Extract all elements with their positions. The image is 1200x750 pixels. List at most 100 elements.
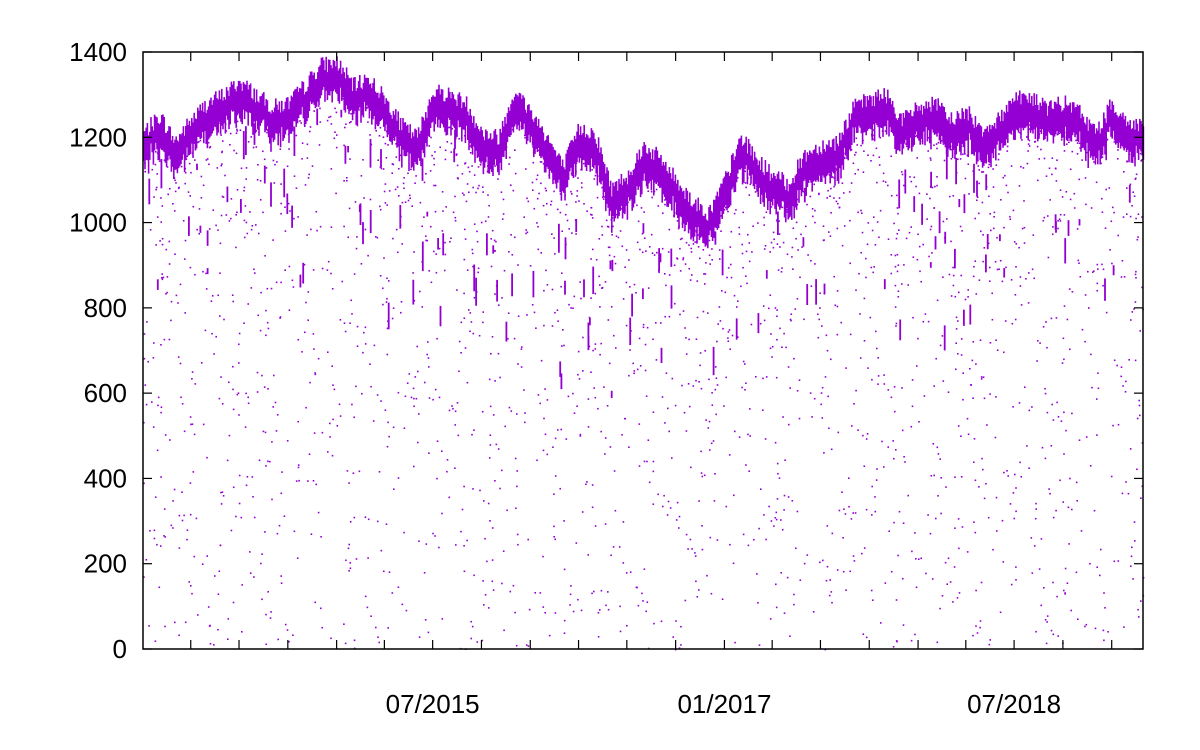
scatter-point [557,320,559,322]
scatter-point [198,141,200,143]
scatter-point [821,386,824,389]
scatter-point [1129,215,1132,218]
scatter-point [655,188,658,191]
scatter-point [966,417,969,420]
band-strip [451,92,453,125]
band-strip [377,92,379,126]
band-strip [547,135,549,169]
scatter-point [209,643,212,645]
band-strip [1121,116,1123,146]
scatter-point [890,155,892,158]
scatter-point [551,288,554,291]
scatter-point [174,621,176,624]
scatter-point [269,617,272,619]
scatter-point [1139,330,1141,332]
band-strip [917,111,919,139]
scatter-point [554,475,557,477]
scatter-point [762,409,764,411]
scatter-point [611,259,614,272]
scatter-point [469,330,471,333]
scatter-point [1108,187,1111,189]
band-strip [962,111,965,147]
scatter-point [1099,574,1101,577]
scatter-point [597,407,599,410]
band-strip [792,178,794,207]
scatter-point [765,538,767,541]
scatter-point [713,500,716,502]
scatter-point [582,162,585,165]
scatter-point [915,134,918,137]
scatter-point [1140,600,1142,602]
scatter-point [283,515,286,517]
scatter-point [161,205,164,207]
scatter-point [996,530,998,532]
band-strip [1125,126,1128,152]
scatter-point [329,436,331,438]
scatter-point [297,420,299,423]
scatter-point [993,211,996,214]
band-strip [777,171,780,207]
scatter-point [957,518,960,520]
scatter-point [535,178,538,181]
band-strip [912,116,914,147]
band-strip [243,83,246,120]
scatter-point [1096,263,1099,266]
scatter-point [304,331,306,334]
scatter-point [175,182,177,184]
scatter-point [625,324,628,327]
band-strip [321,57,324,90]
band-strip [661,165,663,203]
scatter-point [386,277,388,280]
scatter-point [916,258,919,261]
band-strip [440,89,443,124]
scatter-point [890,254,893,256]
scatter-point [236,130,238,132]
scatter-point [218,570,221,572]
scatter-point [161,277,163,279]
scatter-point [776,243,779,245]
scatter-point [934,185,936,188]
scatter-point [548,174,550,177]
scatter-point [950,148,953,151]
scatter-point [999,259,1002,262]
scatter-point [967,296,969,298]
scatter-point [228,381,230,384]
scatter-point [229,144,231,146]
band-strip [411,132,414,167]
scatter-point [523,216,525,218]
scatter-point [940,512,942,515]
scatter-point [476,240,479,243]
scatter-point [492,245,495,254]
scatter-point [784,459,786,461]
scatter-point [1038,133,1040,136]
scatter-point [989,393,991,395]
band-strip [537,118,540,148]
scatter-point [274,163,276,166]
scatter-point [559,190,562,192]
scatter-point [154,496,157,498]
band-strip [1046,115,1049,142]
scatter-point [579,281,581,283]
scatter-point [1120,375,1122,378]
scatter-point [238,332,241,335]
scatter-point [591,217,594,219]
band-strip [1056,104,1058,132]
scatter-point [1069,348,1071,351]
scatter-point [770,241,773,244]
band-strip [312,75,314,103]
scatter-point [488,457,491,459]
band-strip [398,130,401,162]
scatter-point [594,525,597,527]
scatter-point [387,144,389,146]
band-strip [770,173,773,202]
scatter-point [276,414,279,416]
scatter-point [1005,266,1007,269]
scatter-point [1096,282,1099,285]
scatter-point [876,221,879,223]
scatter-point [830,591,833,593]
scatter-point [952,601,954,603]
scatter-point [404,201,407,203]
scatter-point [612,546,615,548]
band-strip [907,112,909,151]
scatter-point [600,430,602,433]
